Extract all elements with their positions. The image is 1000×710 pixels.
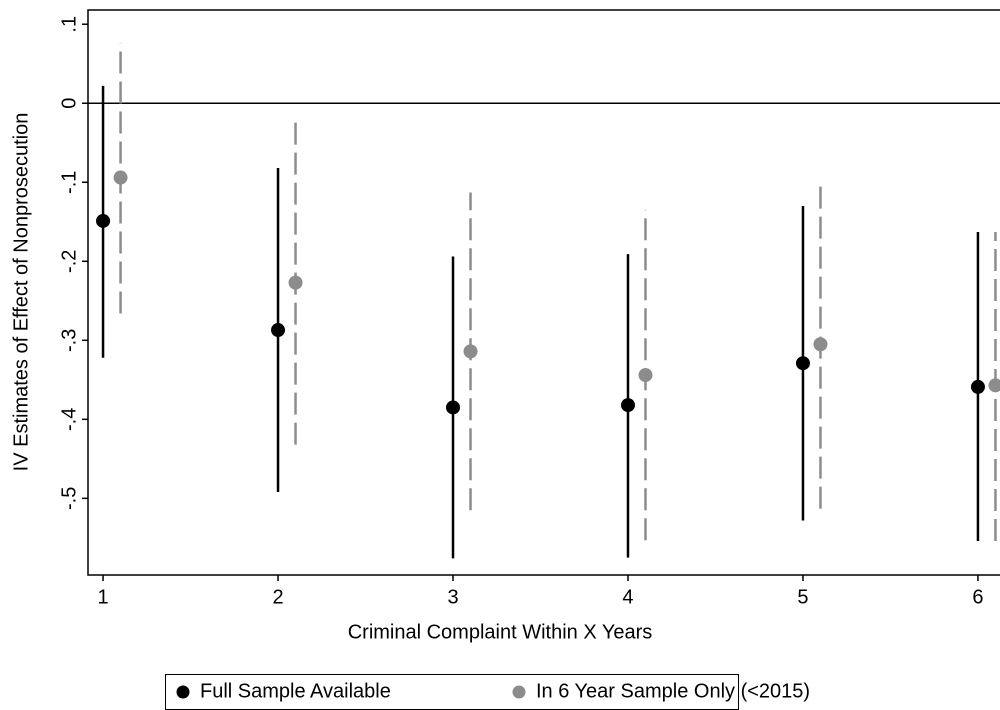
x-tick-label: 3 — [447, 586, 458, 608]
x-tick-label: 1 — [97, 586, 108, 608]
point — [113, 170, 128, 185]
x-tick-label: 2 — [272, 586, 283, 608]
y-tick-label: -.5 — [58, 487, 80, 510]
legend-label: Full Sample Available — [200, 680, 391, 702]
plot-frame — [87, 9, 1000, 576]
y-tick-label: -.2 — [58, 250, 80, 273]
x-axis-title: Criminal Complaint Within X Years — [348, 621, 653, 643]
x-tick-label: 4 — [622, 586, 633, 608]
x-tick-label: 5 — [797, 586, 808, 608]
legend-marker — [512, 685, 526, 699]
point — [446, 400, 461, 415]
y-tick-label: 0 — [58, 98, 80, 109]
point — [463, 344, 478, 359]
point — [970, 379, 985, 394]
point — [620, 398, 635, 413]
y-tick-label: -.3 — [58, 329, 80, 352]
y-tick-label: .1 — [58, 16, 80, 33]
x-tick-label: 6 — [972, 586, 983, 608]
point — [96, 213, 111, 228]
y-axis-title: IV Estimates of Effect of Nonprosecution — [10, 113, 32, 472]
point — [988, 378, 1000, 393]
point — [638, 368, 653, 383]
legend-marker — [176, 685, 190, 699]
point — [271, 323, 286, 338]
point — [813, 337, 828, 352]
y-tick-label: -.4 — [58, 408, 80, 431]
point — [795, 356, 810, 371]
y-tick-label: -.1 — [58, 171, 80, 194]
legend-label: In 6 Year Sample Only (<2015) — [536, 680, 810, 702]
point — [288, 275, 303, 290]
